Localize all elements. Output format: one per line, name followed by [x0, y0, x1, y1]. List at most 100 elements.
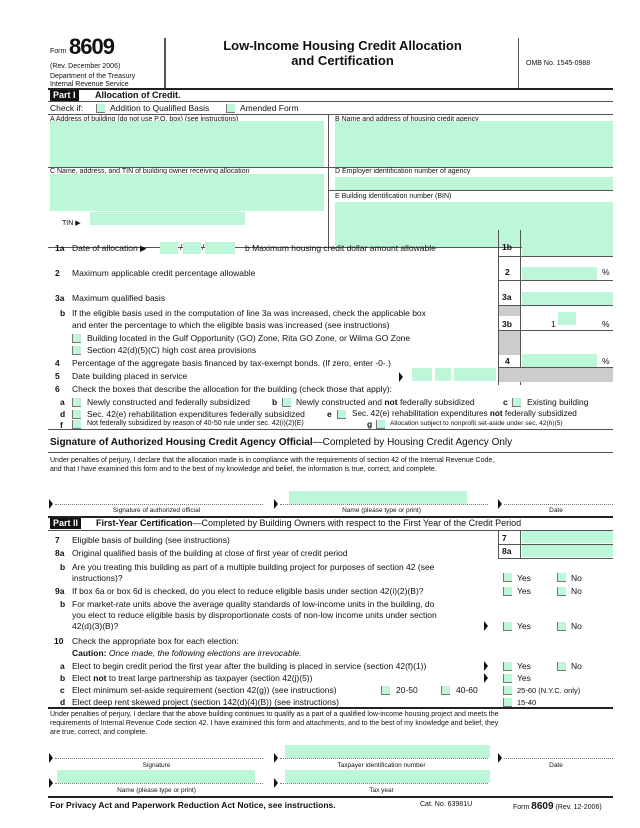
line-6f-letter: f	[60, 420, 63, 430]
bin-input[interactable]	[335, 202, 613, 247]
line-9b-label-2: you elect to reduce eligible basis by di…	[72, 610, 437, 620]
form-word: Form	[50, 48, 67, 55]
original-basis-input[interactable]	[522, 545, 613, 557]
25-60-label: 25-60 (N.Y.C. only)	[517, 686, 581, 695]
arrow-icon	[484, 673, 488, 683]
date-sep: /	[202, 242, 205, 252]
line-9a-label: If box 6a or box 6d is checked, do you e…	[72, 586, 424, 596]
line-3b-label: If the eligible basis used in the comput…	[72, 308, 426, 318]
agency-date-line[interactable]	[504, 504, 613, 505]
6a-checkbox[interactable]	[72, 398, 81, 407]
omb-number: OMB No. 1545-0988	[526, 60, 591, 67]
agency-address-input[interactable]	[335, 121, 613, 167]
6g-label: Allocation subject to nonprofit set-asid…	[390, 420, 563, 427]
go-zone-label: Building located in the Gulf Opportunity…	[87, 333, 411, 343]
bond-pct-input[interactable]	[522, 354, 597, 367]
high-cost-checkbox[interactable]	[72, 346, 81, 355]
tin-label: Taxpayer identification number	[337, 762, 426, 769]
9a-yes-checkbox[interactable]	[503, 587, 512, 596]
15-40-checkbox[interactable]	[503, 698, 512, 707]
6a-label: Newly constructed and federally subsidiz…	[87, 397, 251, 407]
8b-no-checkbox[interactable]	[557, 573, 566, 582]
6c-label: Existing building	[527, 397, 589, 407]
line-6a-letter: a	[60, 397, 65, 407]
amended-checkbox[interactable]	[226, 104, 235, 113]
9b-no-checkbox[interactable]	[557, 622, 566, 631]
6e-checkbox[interactable]	[337, 410, 346, 419]
go-zone-checkbox[interactable]	[72, 334, 81, 343]
service-month-input[interactable]	[412, 368, 432, 381]
official-name-input[interactable]	[289, 491, 467, 504]
no-label: No	[571, 621, 582, 631]
service-year-input[interactable]	[454, 368, 496, 381]
no-label: No	[571, 661, 582, 671]
40-60-checkbox[interactable]	[441, 686, 450, 695]
service-day-input[interactable]	[435, 368, 451, 381]
6g-checkbox[interactable]	[376, 420, 385, 429]
line-8a-num: 8a	[55, 548, 65, 558]
basis-increase-pct-input[interactable]	[558, 312, 576, 325]
qualified-basis-input[interactable]	[522, 292, 613, 305]
arrow-icon	[484, 621, 488, 631]
agency-perjury-text-2: and that I have examined this form and t…	[50, 466, 437, 473]
yes-label: Yes	[517, 621, 531, 631]
line-3b-label-2: and enter the percentage to which the el…	[72, 320, 390, 330]
line-6-num: 6	[55, 384, 60, 394]
6c-checkbox[interactable]	[512, 398, 521, 407]
25-60-checkbox[interactable]	[503, 686, 512, 695]
line-7-box: 7	[502, 533, 507, 543]
credit-pct-input[interactable]	[522, 267, 597, 280]
name-label: Name (please type or print)	[117, 787, 196, 794]
8b-yes-checkbox[interactable]	[503, 573, 512, 582]
6f-checkbox[interactable]	[72, 420, 81, 429]
line-10c-label: Elect minimum set-aside requirement (sec…	[72, 685, 337, 695]
building-address-input[interactable]	[50, 121, 324, 167]
tin-label: TIN ▶	[62, 220, 81, 227]
10b-yes-checkbox[interactable]	[503, 674, 512, 683]
line-8b-label: Are you treating this building as part o…	[72, 562, 435, 572]
agency-signature-line[interactable]	[55, 504, 263, 505]
20-50-checkbox[interactable]	[381, 686, 390, 695]
no-label: No	[571, 573, 582, 583]
eligible-basis-input[interactable]	[522, 531, 613, 543]
owner-date-line[interactable]	[504, 758, 613, 759]
owner-signature-line[interactable]	[55, 758, 263, 759]
line-1a-label: Date of allocation ▶	[72, 243, 147, 253]
department: Department of the Treasury	[50, 73, 136, 80]
9b-yes-checkbox[interactable]	[503, 622, 512, 631]
alloc-day-input[interactable]	[183, 242, 201, 254]
6d-checkbox[interactable]	[72, 410, 81, 419]
no-label: No	[571, 586, 582, 596]
field-a-label: A Address of building (do not use P.O. b…	[50, 116, 239, 123]
line-10d-label: Elect deep rent skewed project (section …	[72, 697, 339, 707]
9a-no-checkbox[interactable]	[557, 587, 566, 596]
form-number: 8609	[69, 34, 115, 59]
check-if-label: Check if:	[50, 103, 84, 113]
line-10b-num: b	[60, 673, 66, 683]
line-8b-label-2: instructions)?	[72, 573, 123, 583]
line-10c-num: c	[60, 685, 65, 695]
max-credit-input[interactable]	[522, 243, 613, 256]
6b-checkbox[interactable]	[282, 398, 291, 407]
line-9b-label: For market-rate units above the average …	[72, 599, 435, 609]
6f-label: Not federally subsidized by reason of 40…	[87, 420, 304, 427]
arrow-icon	[484, 661, 488, 671]
pct-sign: %	[602, 319, 610, 329]
10a-no-checkbox[interactable]	[557, 662, 566, 671]
alloc-year-input[interactable]	[205, 242, 235, 254]
tax-year-input[interactable]	[285, 770, 490, 783]
owner-tin-input[interactable]	[90, 212, 245, 225]
agency-perjury-text: Under penalties of perjury, I declare th…	[50, 457, 495, 464]
alloc-month-input[interactable]	[160, 242, 178, 254]
part2-tag: Part II	[50, 518, 82, 529]
owner-name-input[interactable]	[57, 770, 255, 783]
addition-checkbox[interactable]	[96, 104, 105, 113]
owner-info-input[interactable]	[50, 174, 324, 211]
field-d-label: D Employer identification number of agen…	[335, 168, 471, 175]
10a-yes-checkbox[interactable]	[503, 662, 512, 671]
yes-label: Yes	[517, 586, 531, 596]
agency-ein-input[interactable]	[335, 177, 613, 190]
owner-tin-field[interactable]	[285, 745, 490, 758]
15-40-label: 15-40	[517, 698, 537, 707]
